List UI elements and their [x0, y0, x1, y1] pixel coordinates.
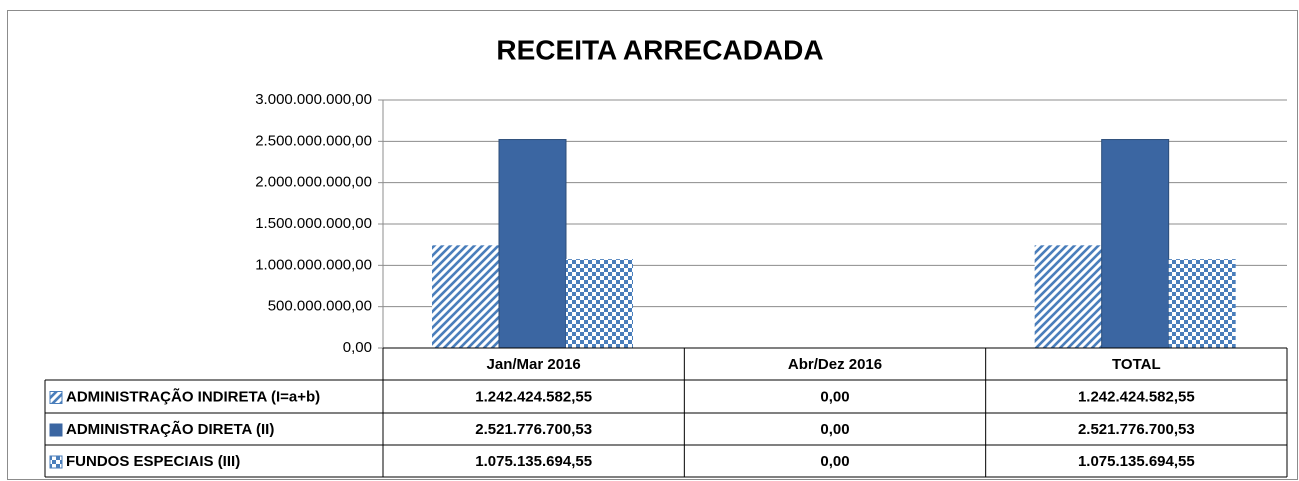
x-tick-label: Jan/Mar 2016 — [487, 356, 581, 373]
legend-swatch — [49, 391, 63, 404]
table-value: 0,00 — [820, 453, 849, 470]
y-tick-label: 2.500.000.000,00 — [255, 132, 372, 149]
bar — [432, 245, 499, 348]
table-value: 1.075.135.694,55 — [1078, 453, 1195, 470]
y-tick-label: 1.000.000.000,00 — [255, 256, 372, 273]
legend-swatch — [49, 423, 63, 437]
y-tick-label: 1.500.000.000,00 — [255, 215, 372, 232]
y-tick-label: 500.000.000,00 — [268, 298, 372, 315]
bar — [1101, 139, 1170, 349]
legend-swatch — [49, 455, 63, 469]
chart-title: RECEITA ARRECADADA — [496, 34, 823, 65]
x-tick-label: Abr/Dez 2016 — [788, 356, 882, 373]
bar — [1168, 259, 1236, 348]
table-value: 1.242.424.582,55 — [1078, 388, 1195, 405]
y-tick-label: 0,00 — [343, 339, 372, 356]
legend-label: ADMINISTRAÇÃO INDIRETA (I=a+b) — [66, 387, 320, 405]
bar — [566, 259, 633, 348]
table-value: 2.521.776.700,53 — [1078, 421, 1195, 438]
table-value: 0,00 — [820, 388, 849, 405]
legend-label: FUNDOS ESPECIAIS (III) — [66, 453, 240, 470]
chart-frame — [7, 10, 1298, 480]
table-value: 2.521.776.700,53 — [475, 421, 592, 438]
x-tick-label: TOTAL — [1112, 356, 1161, 373]
y-tick-label: 3.000.000.000,00 — [255, 91, 372, 108]
bar — [1034, 245, 1102, 348]
y-tick-label: 2.000.000.000,00 — [255, 174, 372, 191]
table-value: 1.075.135.694,55 — [475, 453, 592, 470]
table-value: 0,00 — [820, 421, 849, 438]
legend-label: ADMINISTRAÇÃO DIRETA (II) — [66, 420, 274, 438]
bar — [498, 139, 567, 349]
table-value: 1.242.424.582,55 — [475, 388, 592, 405]
